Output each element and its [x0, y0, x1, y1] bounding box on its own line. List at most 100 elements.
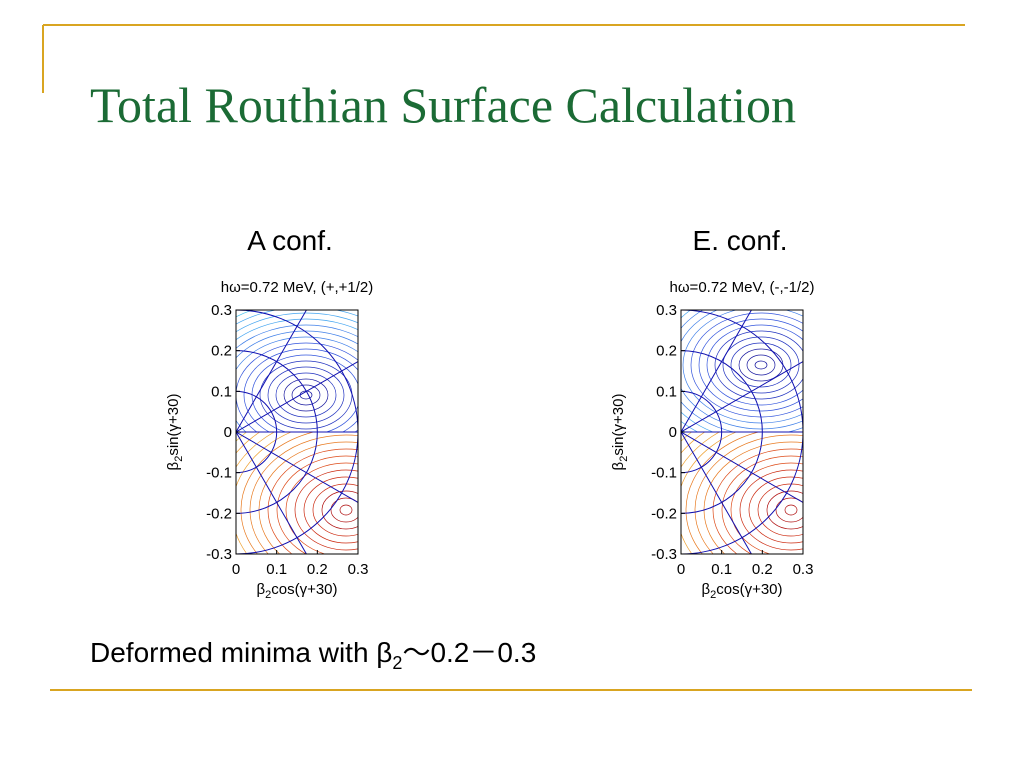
contour	[703, 441, 803, 554]
contour	[730, 342, 792, 388]
grid-ray	[236, 310, 308, 433]
contour	[132, 265, 480, 525]
contour	[243, 348, 358, 432]
contour	[706, 324, 803, 406]
y-tick-label: -0.2	[651, 505, 677, 522]
contour	[784, 504, 798, 516]
contour	[236, 336, 358, 432]
contour	[236, 342, 358, 432]
label-sub: 2	[265, 589, 271, 601]
contour	[187, 386, 505, 634]
contour	[578, 344, 1004, 676]
grid-ray	[236, 360, 358, 433]
contour	[714, 330, 803, 400]
contour	[746, 354, 776, 376]
contours-lower	[578, 344, 1004, 676]
contour	[276, 455, 358, 554]
y-tick-label: 0.1	[211, 383, 232, 400]
y-tick-label: 0.2	[656, 343, 677, 360]
contour	[321, 490, 358, 530]
x-axis-label: β2cos(γ+30)	[701, 581, 782, 601]
plot-title: hω=0.72 MeV, (+,+1/2)	[221, 279, 374, 296]
contour	[587, 235, 935, 495]
contour	[267, 448, 358, 554]
contour	[291, 384, 321, 406]
contour	[236, 432, 248, 442]
contour	[275, 372, 337, 418]
label-text: sin(γ+30)	[610, 394, 627, 456]
label-symbol: β	[165, 461, 182, 470]
contour	[775, 497, 803, 523]
contour	[754, 360, 768, 370]
contour	[681, 429, 686, 432]
contour	[681, 310, 803, 432]
contour	[312, 483, 358, 537]
contour	[748, 476, 803, 544]
contour	[236, 318, 358, 341]
contour	[766, 490, 803, 530]
footer-text: Deformed minima with β2～0.2－0.3	[90, 637, 536, 673]
contour	[681, 420, 699, 432]
contours-upper	[571, 223, 951, 507]
y-tick-label: -0.3	[651, 546, 677, 563]
contour	[712, 448, 803, 554]
contour	[632, 386, 950, 634]
grid-ray	[681, 431, 753, 554]
footer-main: Deformed minima with β	[90, 637, 392, 668]
x-tick-label: 0.1	[711, 561, 732, 578]
polar-grid	[681, 310, 803, 554]
slide-title: Total Routhian Surface Calculation	[90, 77, 796, 133]
y-tick-label: -0.2	[206, 505, 232, 522]
contour	[682, 310, 803, 424]
contour	[721, 455, 803, 554]
label-text: cos(γ+30)	[271, 581, 337, 598]
label-sub: 2	[710, 589, 716, 601]
x-tick-label: 0	[677, 561, 685, 578]
contour	[259, 360, 353, 430]
grid-ray	[681, 360, 803, 433]
contours-upper	[132, 265, 480, 525]
y-tick-label: 0.2	[211, 343, 232, 360]
grid-ray	[236, 431, 358, 504]
contour	[236, 312, 358, 333]
label-sub: 2	[618, 456, 630, 462]
y-axis-label: β2sin(γ+30)	[610, 394, 630, 471]
contour	[722, 336, 800, 394]
x-tick-label: 0.2	[307, 561, 328, 578]
contour	[249, 434, 358, 554]
label-sub: 2	[173, 456, 185, 462]
contour	[757, 483, 803, 537]
grid-ray	[681, 431, 803, 504]
y-tick-label: -0.3	[206, 546, 232, 563]
contour	[681, 310, 803, 430]
contour	[681, 432, 693, 442]
label-symbol: β	[256, 581, 265, 598]
panel: E. conf.hω=0.72 MeV, (-,-1/2)0.30.20.10-…	[571, 223, 1004, 676]
contour	[283, 378, 329, 412]
panel-heading: E. conf.	[693, 225, 788, 256]
contour	[571, 223, 951, 507]
contour	[236, 324, 358, 349]
contour	[236, 330, 358, 432]
label-symbol: β	[701, 581, 710, 598]
contour	[267, 366, 345, 424]
contour	[694, 434, 803, 554]
y-tick-label: 0.3	[211, 302, 232, 319]
label-text: cos(γ+30)	[716, 581, 782, 598]
contour	[303, 476, 358, 544]
contour	[258, 441, 358, 554]
contour	[738, 348, 784, 382]
y-tick-label: 0	[669, 424, 677, 441]
contour	[681, 432, 706, 454]
polar-grid	[236, 310, 358, 554]
contour	[133, 344, 559, 676]
contour	[285, 462, 358, 554]
y-axis-label: β2sin(γ+30)	[165, 394, 185, 471]
label-symbol: β	[610, 461, 627, 470]
contour	[739, 469, 803, 551]
x-tick-label: 0.3	[348, 561, 369, 578]
contours-lower	[133, 344, 559, 676]
contour	[294, 469, 358, 551]
footer-sub: 2	[392, 653, 402, 673]
